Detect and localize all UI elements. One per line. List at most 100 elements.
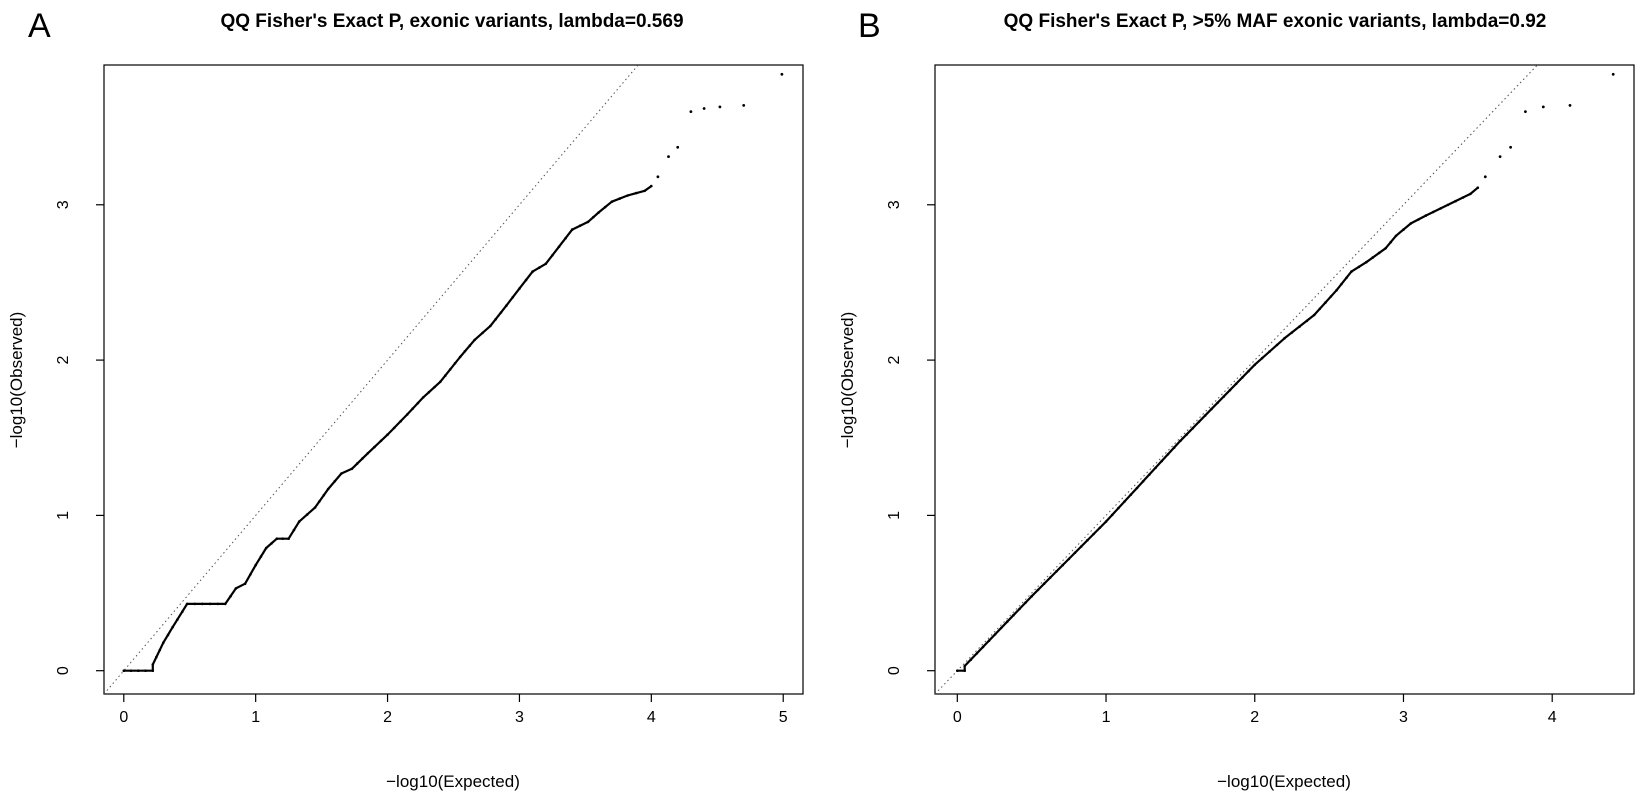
panel-b-y-tick-label: 3 xyxy=(886,200,903,209)
panel-b-qq-dense-series xyxy=(957,186,1479,672)
panel-a-y-tick-label: 2 xyxy=(55,356,72,365)
panel-a-qq-point xyxy=(473,338,476,342)
panel-a-qq-point xyxy=(270,542,273,545)
panel-a-qq-point xyxy=(650,184,653,188)
panel-b-qq-point xyxy=(969,658,973,661)
panel-b-qq-point xyxy=(1431,210,1435,214)
panel-a-y-tick-label: 0 xyxy=(55,666,72,675)
panel-a-qq-point xyxy=(224,602,227,606)
panel-b-qq-point xyxy=(1067,557,1071,561)
panel-letter-b: B xyxy=(858,7,881,45)
panel-a-qq-point xyxy=(592,215,595,219)
panel-a-qq-point xyxy=(610,200,614,203)
panel-b-qq-point xyxy=(1335,288,1338,292)
panel-b-qq-point xyxy=(1394,234,1398,238)
panel-b-y-tick-label: 0 xyxy=(886,666,903,675)
panel-a-qq-point xyxy=(667,155,670,159)
panel-b-x-axis-label: −log10(Expected) xyxy=(1217,772,1351,791)
panel-a-qq-point xyxy=(444,374,447,377)
panel-a-qq-point xyxy=(208,602,212,606)
panel-b-qq-point xyxy=(1166,453,1170,456)
panel-b-x-tick-label: 2 xyxy=(1250,709,1259,726)
panel-b-qq-point xyxy=(1172,446,1176,449)
panel-b-qq-point xyxy=(963,664,966,668)
panel-a-qq-point xyxy=(626,194,629,197)
panel-b-qq-point xyxy=(1483,175,1487,179)
panel-a-qq-point xyxy=(355,462,359,465)
panel-b-qq-point xyxy=(1268,350,1271,353)
panel-a-qq-point xyxy=(511,295,515,299)
panel-b-qq-point xyxy=(1324,301,1327,304)
panel-a-qq-point xyxy=(656,175,660,179)
panel-a-qq-point xyxy=(427,390,431,394)
panel-b-qq-point xyxy=(1312,313,1316,317)
panel-b-qq-point xyxy=(1117,506,1120,510)
panel-a-qq-point xyxy=(676,145,680,149)
panel-a-qq-point xyxy=(416,401,420,405)
panel-b-qq-point xyxy=(1318,307,1322,311)
panel-b-qq-point xyxy=(1424,214,1428,217)
panel-b-qq-point xyxy=(1079,545,1083,548)
panel-a-qq-point xyxy=(129,669,133,672)
panel-b-qq-point xyxy=(1055,570,1058,573)
panel-a-qq-point xyxy=(281,537,285,540)
panel-a-qq-point xyxy=(448,368,452,371)
panel-b-y-tick-label: 2 xyxy=(886,356,903,365)
panel-a-qq-point xyxy=(229,594,232,598)
panel-a-qq-point xyxy=(406,413,409,416)
panel-b-qq-point xyxy=(1498,155,1502,159)
panel-a-qq-point xyxy=(399,419,403,423)
panel-a-qq-point xyxy=(570,228,574,231)
panel-a-qq-point xyxy=(702,107,706,110)
panel-a-qq-point xyxy=(421,396,425,399)
panel-b-qq-point xyxy=(1345,276,1348,280)
panel-a-qq-point xyxy=(453,361,457,365)
panel-b-y-tick-label: 1 xyxy=(886,511,903,520)
panel-b-qq-point xyxy=(1446,203,1450,207)
panel-b-qq-point xyxy=(1006,620,1009,623)
panel-b-qq-point xyxy=(1228,388,1232,392)
panel-b-qq-point xyxy=(1541,105,1545,109)
panel-a-y-tick-label: 3 xyxy=(55,200,72,209)
panel-a-qq-point xyxy=(326,487,330,491)
panel-a-qq-point xyxy=(361,457,364,460)
panel-a-qq-point xyxy=(468,344,472,347)
panel-a-title: QQ Fisher's Exact P, exonic variants, la… xyxy=(220,11,683,32)
panel-a-qq-point xyxy=(176,618,179,621)
panel-b-qq-point xyxy=(1185,433,1188,436)
panel-b-qq-point xyxy=(1476,186,1480,189)
panel-a-qq-point xyxy=(287,537,290,540)
panel-a-qq-point xyxy=(243,582,247,585)
panel-a-qq-point xyxy=(537,266,541,270)
panel-b-qq-point xyxy=(1365,260,1368,264)
panel-b-qq-point xyxy=(1191,426,1195,430)
panel-a-qq-point xyxy=(366,452,370,455)
panel-a-qq-point xyxy=(151,669,155,672)
panel-b-qq-point xyxy=(987,639,991,642)
panel-b-reference-line xyxy=(935,65,1539,694)
panel-a-qq-point xyxy=(458,355,462,359)
panel-b-qq-point xyxy=(1141,479,1145,483)
panel-b-qq-point xyxy=(1454,199,1457,203)
panel-a-qq-point xyxy=(234,587,238,590)
panel-a-qq-point xyxy=(564,236,567,240)
panel-b-qq-point xyxy=(1098,526,1102,530)
panel-b-qq-point xyxy=(1417,218,1420,221)
panel-b-qq-point xyxy=(1024,601,1027,604)
panel-a-x-tick-label: 0 xyxy=(119,709,128,726)
panel-a-qq-point xyxy=(137,669,140,672)
panel-a-qq-point xyxy=(481,331,484,335)
panel-b-qq-point xyxy=(1073,551,1077,554)
panel-a-qq-point xyxy=(386,433,389,436)
panel-b-qq-point xyxy=(1402,228,1405,231)
panel-a-reference-line xyxy=(104,65,639,694)
panel-a-qq-point xyxy=(780,72,784,76)
panel-a-qq-point xyxy=(249,573,252,576)
panel-b-y-axis-label: −log10(Observed) xyxy=(838,312,857,449)
panel-b-qq-point xyxy=(1275,343,1279,347)
panel-b-qq-point xyxy=(1384,247,1387,250)
panel-b-qq-point xyxy=(1203,414,1207,417)
panel-b-qq-point xyxy=(1012,613,1015,617)
panel-a-qq-point xyxy=(505,304,508,308)
panel-a-qq-point xyxy=(193,602,196,606)
